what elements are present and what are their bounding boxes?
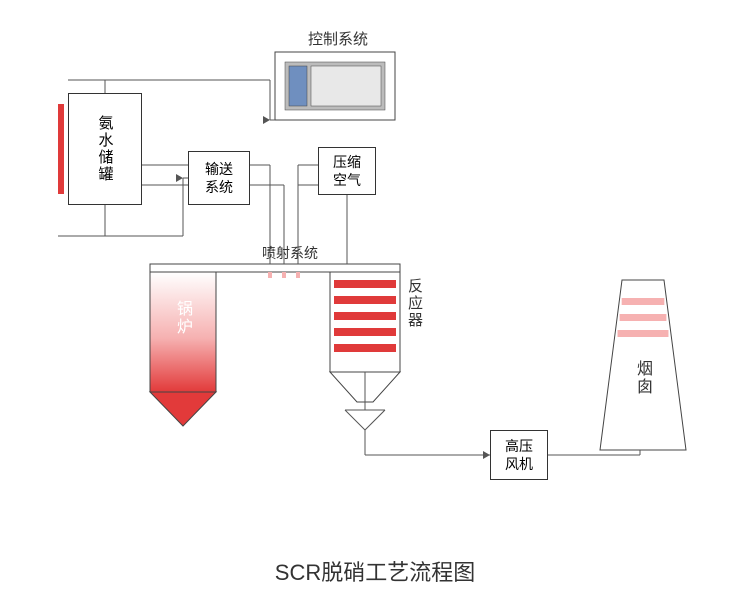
boiler-label: 锅炉 xyxy=(174,300,194,360)
reactor-label: 反应器 xyxy=(405,278,425,358)
chimney-label: 烟囱 xyxy=(634,360,654,420)
diagram-title: SCR脱硝工艺流程图 xyxy=(0,555,750,587)
fan-label: 高压风机 xyxy=(505,437,533,473)
diagram-canvas: 控制系统 氨水储罐 输送系统 压缩空气 喷射系统 反应器 锅炉 高压风机 烟囱 … xyxy=(0,0,750,597)
compressed-air-label: 压缩空气 xyxy=(333,153,361,189)
injection-system-label: 喷射系统 xyxy=(240,243,340,263)
fan-box: 高压风机 xyxy=(490,430,548,480)
delivery-system-box: 输送系统 xyxy=(188,151,250,205)
ammonia-tank-label: 氨水储罐 xyxy=(95,115,116,183)
control-system-label: 控制系统 xyxy=(278,28,398,48)
compressed-air-box: 压缩空气 xyxy=(318,147,376,195)
delivery-system-label: 输送系统 xyxy=(205,160,233,196)
ammonia-tank-box: 氨水储罐 xyxy=(68,93,142,205)
diagram-svg xyxy=(0,0,750,597)
